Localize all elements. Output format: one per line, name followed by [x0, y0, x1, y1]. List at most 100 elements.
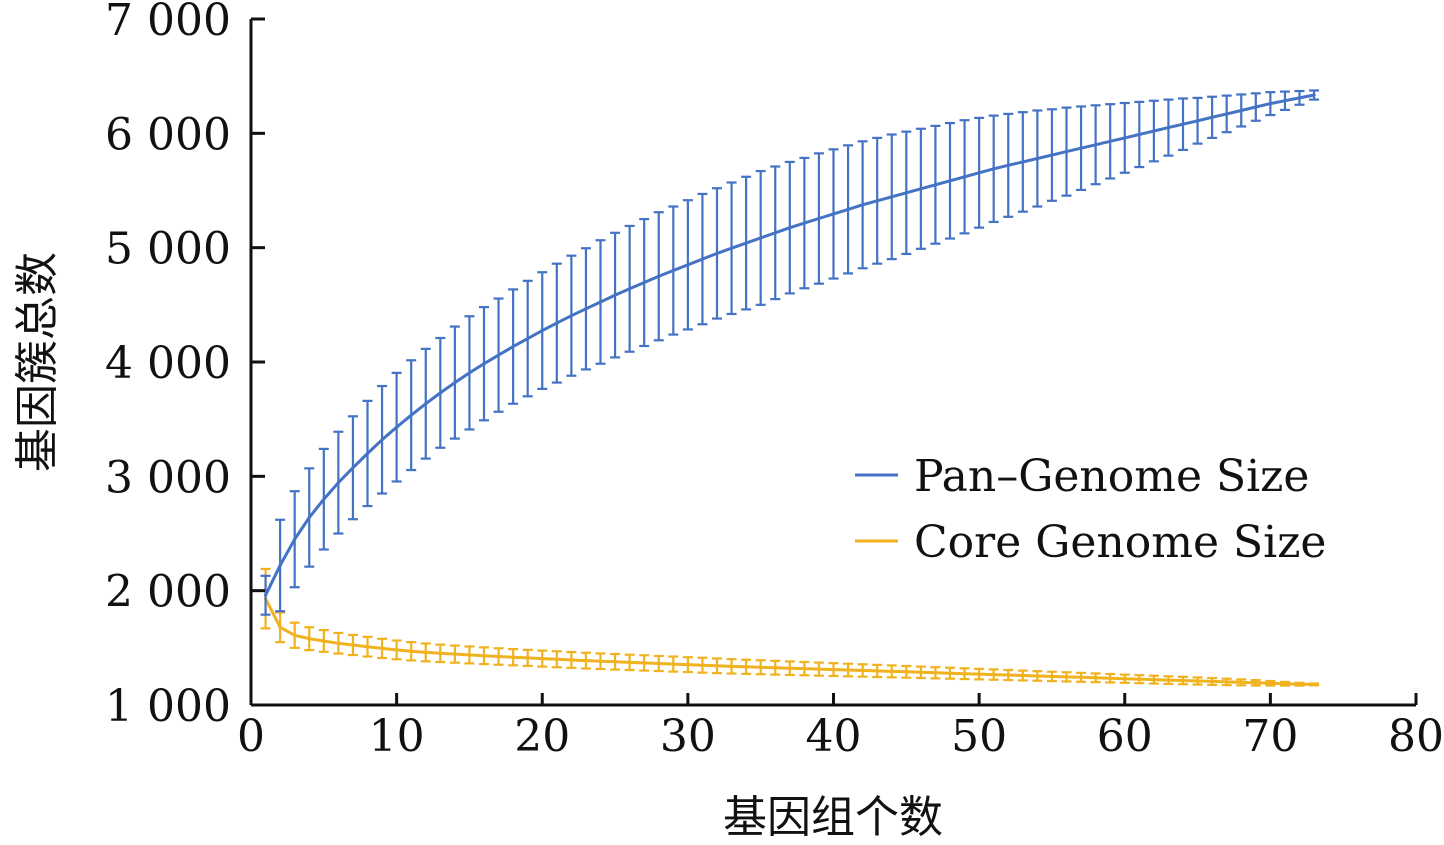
data-point	[569, 658, 573, 662]
data-point	[861, 203, 865, 207]
data-point	[642, 661, 646, 665]
x-tick-label: 50	[951, 711, 1007, 762]
data-point	[831, 667, 836, 672]
data-point	[1035, 674, 1039, 678]
data-point	[598, 300, 603, 304]
data-point	[1297, 96, 1302, 100]
data-point	[409, 649, 413, 653]
data-point	[657, 661, 661, 666]
data-point	[278, 563, 282, 568]
data-point	[1094, 143, 1098, 147]
data-point	[613, 660, 617, 664]
data-point	[555, 657, 559, 661]
data-point	[1064, 675, 1069, 679]
y-tick-label: 2 000	[105, 567, 231, 618]
data-point	[802, 667, 806, 671]
legend-label-pan-genome: Pan–Genome Size	[914, 451, 1309, 502]
data-point	[788, 666, 792, 670]
data-point	[817, 667, 821, 671]
data-point	[715, 664, 719, 668]
data-point	[336, 641, 340, 645]
data-point	[1050, 674, 1054, 679]
data-point	[438, 391, 442, 395]
data-point	[365, 451, 370, 456]
data-point	[875, 199, 879, 203]
data-point	[467, 653, 472, 657]
data-point	[846, 668, 850, 672]
data-point	[1021, 160, 1025, 164]
data-point	[773, 231, 777, 235]
data-point	[1123, 136, 1127, 140]
data-point	[686, 663, 690, 667]
data-point	[424, 650, 428, 655]
data-point	[759, 665, 763, 669]
data-point	[511, 655, 515, 659]
data-point	[1137, 132, 1141, 137]
data-point	[1079, 146, 1083, 150]
data-point	[919, 670, 923, 674]
data-point	[1297, 682, 1302, 686]
data-point	[773, 666, 777, 670]
data-point	[1181, 678, 1185, 683]
data-point	[1225, 112, 1229, 116]
data-point	[1094, 676, 1098, 680]
data-point	[395, 648, 399, 652]
data-point	[992, 167, 996, 171]
data-point	[875, 669, 879, 673]
data-point	[642, 280, 646, 285]
data-point	[526, 656, 530, 660]
data-point	[1181, 122, 1185, 126]
y-axis-title: 基因簇总数	[12, 252, 63, 472]
data-point	[1152, 129, 1156, 133]
y-tick-label: 3 000	[105, 452, 231, 503]
plot-area	[260, 89, 1320, 687]
data-point	[409, 413, 413, 417]
data-point	[496, 353, 501, 357]
data-point	[715, 251, 719, 255]
data-point	[1268, 681, 1272, 685]
data-point	[293, 633, 297, 637]
data-point	[802, 221, 806, 225]
data-point	[1195, 679, 1200, 683]
data-point	[977, 672, 981, 676]
data-point	[919, 187, 923, 191]
data-point	[992, 672, 996, 677]
data-point	[365, 645, 370, 649]
data-point	[948, 179, 952, 183]
data-point	[336, 481, 340, 485]
legend: Pan–Genome Size Core Genome Size	[855, 451, 1326, 568]
data-point	[948, 671, 952, 675]
data-point	[700, 257, 705, 261]
x-tick-label: 30	[660, 711, 716, 762]
data-point	[1312, 93, 1316, 97]
data-point	[1210, 115, 1214, 119]
data-point	[380, 646, 384, 651]
data-point	[1152, 678, 1156, 682]
data-point	[1021, 673, 1025, 678]
data-point	[729, 246, 734, 250]
data-point	[788, 226, 792, 230]
data-point	[904, 670, 908, 674]
data-point	[1050, 153, 1054, 157]
data-point	[351, 466, 355, 470]
data-point	[657, 274, 661, 278]
data-point	[890, 669, 894, 673]
y-tick-label: 6 000	[105, 109, 231, 160]
data-point	[540, 328, 544, 333]
data-point	[671, 268, 675, 273]
data-point	[1283, 99, 1287, 103]
data-point	[962, 175, 967, 179]
data-point	[1239, 680, 1243, 684]
axes: 0 10 20 30 40 50 60 70 80 1 000 2 000 3 000 4 000 5 0…	[105, 0, 1444, 762]
data-point	[729, 664, 734, 668]
data-point	[569, 314, 573, 318]
data-point	[700, 663, 705, 667]
data-point	[1064, 150, 1069, 154]
data-point	[962, 672, 967, 676]
data-point	[890, 195, 894, 199]
data-point	[380, 438, 384, 442]
data-point	[453, 652, 457, 656]
x-tick-label: 40	[806, 711, 862, 762]
data-point	[496, 654, 501, 659]
